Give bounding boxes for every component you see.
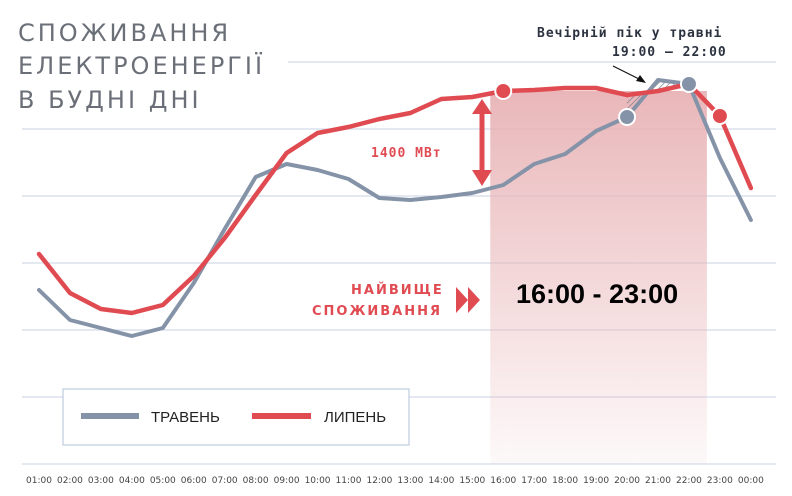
x-tick-label: 11:00 bbox=[336, 476, 362, 486]
x-tick-label: 16:00 bbox=[490, 476, 516, 486]
x-tick-label: 09:00 bbox=[274, 476, 300, 486]
chart-title: СПОЖИВАННЯ ЕЛЕКТРОЕНЕРГІЇ В БУДНІ ДНІ bbox=[18, 19, 265, 114]
x-tick-label: 05:00 bbox=[150, 476, 176, 486]
x-tick-label: 07:00 bbox=[212, 476, 238, 486]
marker-may-20 bbox=[618, 108, 637, 126]
x-tick-label: 01:00 bbox=[26, 476, 52, 486]
evening-peak-label: Вечірній пік у травні bbox=[537, 26, 722, 41]
x-tick-label: 04:00 bbox=[119, 476, 145, 486]
marker-may-22 bbox=[679, 75, 698, 93]
x-tick-label: 03:00 bbox=[88, 476, 114, 486]
legend-label-july: ЛИПЕНЬ bbox=[324, 409, 386, 426]
highest-consumption-band bbox=[490, 91, 707, 464]
difference-label: 1400 МВт bbox=[371, 146, 442, 161]
evening-peak-time: 19:00 – 22:00 bbox=[612, 45, 727, 60]
x-axis-ticks: 01:00 02:00 03:00 04:00 05:00 06:00 07:00 08:00… bbox=[26, 476, 764, 486]
x-tick-label: 22:00 bbox=[676, 476, 702, 486]
marker-july-23 bbox=[710, 107, 729, 125]
legend: ТРАВЕНЬ ЛИПЕНЬ bbox=[62, 388, 410, 446]
x-tick-label: 10:00 bbox=[305, 476, 331, 486]
x-tick-label: 00:00 bbox=[738, 476, 764, 486]
title-line-2: ЕЛЕКТРОЕНЕРГІЇ bbox=[18, 51, 265, 80]
highest-label-line-2: СПОЖИВАННЯ bbox=[312, 304, 442, 319]
double-chevron-icon bbox=[456, 287, 480, 313]
highest-label-line-1: НАЙВИЩЕ bbox=[351, 282, 444, 298]
difference-arrow bbox=[472, 99, 492, 186]
x-tick-label: 08:00 bbox=[243, 476, 269, 486]
legend-label-may: ТРАВЕНЬ bbox=[151, 409, 220, 426]
x-tick-label: 19:00 bbox=[583, 476, 609, 486]
series-line-july bbox=[36, 81, 754, 316]
title-line-1: СПОЖИВАННЯ bbox=[18, 19, 231, 47]
x-tick-label: 06:00 bbox=[181, 476, 207, 486]
series-markers bbox=[494, 75, 729, 126]
x-tick-label: 23:00 bbox=[707, 476, 733, 486]
x-tick-label: 12:00 bbox=[366, 476, 392, 486]
x-tick-label: 13:00 bbox=[397, 476, 423, 486]
x-tick-label: 14:00 bbox=[428, 476, 454, 486]
highest-time-range: 16:00 - 23:00 bbox=[516, 279, 678, 309]
x-tick-label: 20:00 bbox=[614, 476, 640, 486]
x-tick-label: 02:00 bbox=[57, 476, 83, 486]
marker-july-16 bbox=[494, 82, 513, 100]
x-tick-label: 17:00 bbox=[521, 476, 547, 486]
title-line-3: В БУДНІ ДНІ bbox=[18, 86, 202, 114]
x-tick-label: 15:00 bbox=[459, 476, 485, 486]
x-tick-label: 21:00 bbox=[645, 476, 671, 486]
x-tick-label: 18:00 bbox=[552, 476, 578, 486]
evening-peak-pointer bbox=[612, 65, 646, 83]
